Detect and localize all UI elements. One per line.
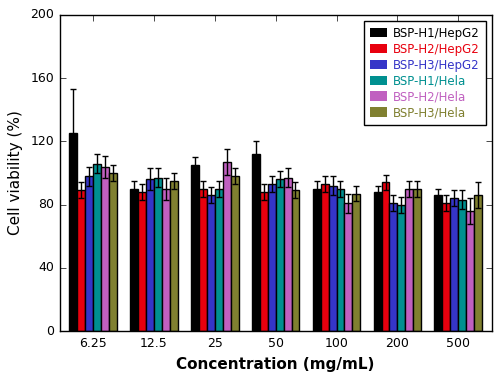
Bar bbox=[434, 195, 442, 331]
Bar bbox=[146, 179, 154, 331]
Bar bbox=[130, 189, 138, 331]
Bar bbox=[138, 192, 146, 331]
Bar bbox=[458, 200, 466, 331]
Bar bbox=[374, 192, 382, 331]
Y-axis label: Cell viability (%): Cell viability (%) bbox=[8, 111, 24, 236]
Bar bbox=[93, 163, 101, 331]
Bar bbox=[260, 192, 268, 331]
Bar bbox=[320, 184, 328, 331]
Bar bbox=[406, 189, 413, 331]
Bar bbox=[344, 203, 352, 331]
Bar bbox=[313, 189, 320, 331]
Bar bbox=[413, 189, 421, 331]
Bar bbox=[268, 184, 276, 331]
Bar bbox=[199, 189, 207, 331]
Bar bbox=[86, 176, 93, 331]
X-axis label: Concentration (mg/mL): Concentration (mg/mL) bbox=[176, 357, 375, 372]
Bar bbox=[390, 203, 398, 331]
Bar bbox=[78, 190, 86, 331]
Legend: BSP-H1/HepG2, BSP-H2/HepG2, BSP-H3/HepG2, BSP-H1/Hela, BSP-H2/Hela, BSP-H3/Hela: BSP-H1/HepG2, BSP-H2/HepG2, BSP-H3/HepG2… bbox=[364, 21, 486, 125]
Bar bbox=[284, 178, 292, 331]
Bar bbox=[382, 182, 390, 331]
Bar bbox=[230, 176, 238, 331]
Bar bbox=[398, 205, 406, 331]
Bar bbox=[474, 195, 482, 331]
Bar bbox=[154, 178, 162, 331]
Bar bbox=[207, 195, 215, 331]
Bar bbox=[276, 179, 283, 331]
Bar bbox=[466, 211, 474, 331]
Bar bbox=[109, 173, 117, 331]
Bar bbox=[215, 189, 223, 331]
Bar bbox=[223, 162, 230, 331]
Bar bbox=[292, 190, 300, 331]
Bar bbox=[328, 186, 336, 331]
Bar bbox=[191, 165, 199, 331]
Bar bbox=[252, 154, 260, 331]
Bar bbox=[450, 198, 458, 331]
Bar bbox=[170, 181, 177, 331]
Bar bbox=[70, 133, 78, 331]
Bar bbox=[352, 193, 360, 331]
Bar bbox=[162, 189, 170, 331]
Bar bbox=[101, 167, 109, 331]
Bar bbox=[442, 203, 450, 331]
Bar bbox=[336, 189, 344, 331]
